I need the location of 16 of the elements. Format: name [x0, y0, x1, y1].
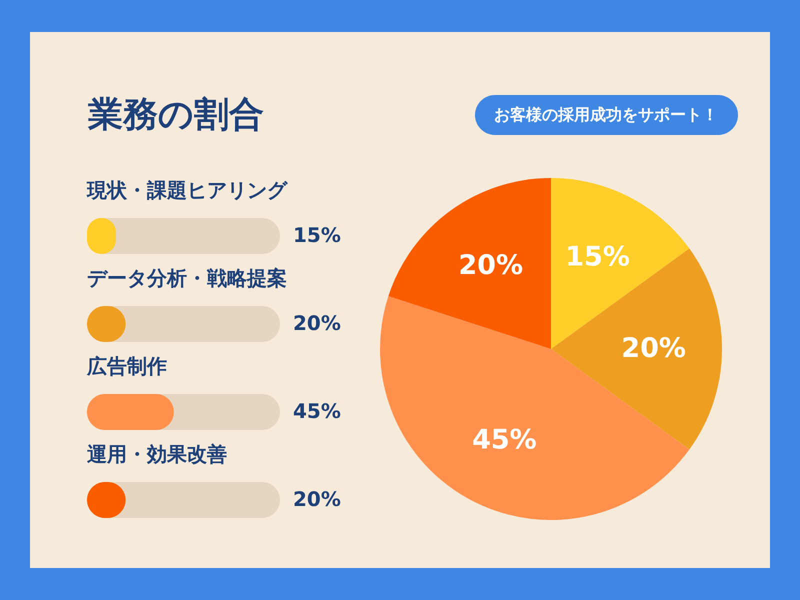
- text: お客様の採用成功をサポート！: [494, 105, 718, 124]
- data-label: 20%: [293, 311, 341, 335]
- data-label: 15%: [293, 223, 341, 247]
- y-tick-label: 広告制作: [86, 354, 167, 378]
- y-tick-label: 運用・効果改善: [86, 442, 227, 466]
- y-tick-label: 現状・課題ヒアリング: [86, 178, 288, 202]
- data-label: 20%: [293, 487, 341, 511]
- chart-title: 業務の割合: [87, 95, 264, 135]
- pie-slice: [380, 296, 690, 520]
- data-label: 15%: [565, 242, 630, 273]
- data-label: 45%: [472, 424, 537, 456]
- y-tick-label: データ分析・戦略提案: [87, 266, 287, 290]
- pie-slice: [388, 178, 551, 349]
- data-label: 20%: [621, 333, 686, 364]
- data-label: 20%: [458, 250, 524, 281]
- data-label: 45%: [293, 399, 341, 423]
